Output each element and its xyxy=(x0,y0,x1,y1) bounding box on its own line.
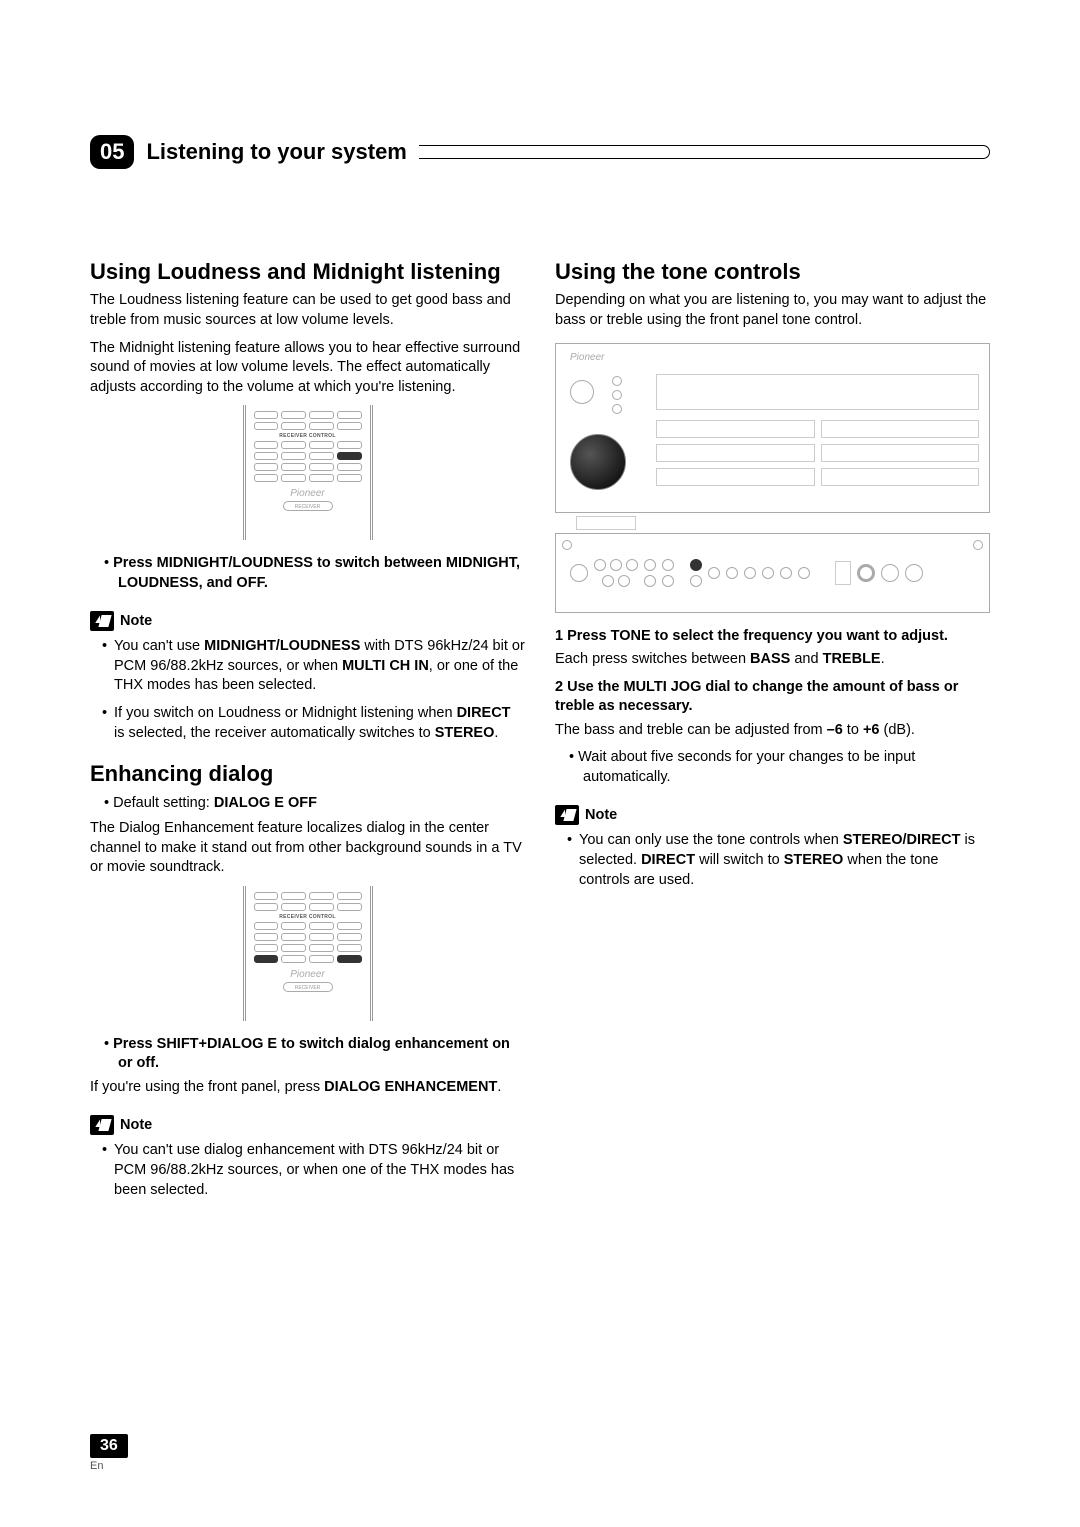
indicator-lights-icon xyxy=(612,376,622,418)
front-panel-diagram-top: Pioneer xyxy=(555,343,990,513)
body-text: The bass and treble can be adjusted from… xyxy=(555,721,990,741)
note-title: Note xyxy=(120,613,152,629)
note-item: You can't use dialog enhancement with DT… xyxy=(102,1141,525,1200)
note-list: You can only use the tone controls when … xyxy=(555,831,990,890)
shift-button-icon xyxy=(254,955,279,963)
dialog-e-button-icon xyxy=(337,955,362,963)
brand-logo: Pioneer xyxy=(254,488,362,499)
note-item: You can only use the tone controls when … xyxy=(567,831,990,890)
page-number: 36 xyxy=(90,1434,128,1458)
note-header: Note xyxy=(555,805,990,825)
body-text: If you're using the front panel, press D… xyxy=(90,1078,525,1098)
chapter-number: 05 xyxy=(90,135,134,169)
note-icon xyxy=(90,1115,114,1135)
section-heading-tone: Using the tone controls xyxy=(555,259,990,285)
note-title: Note xyxy=(120,1117,152,1133)
power-knob-icon xyxy=(570,380,594,404)
multi-jog-dial-icon xyxy=(570,434,626,490)
step-heading: 2 Use the MULTI JOG dial to change the a… xyxy=(555,678,990,717)
section-heading-loudness: Using Loudness and Midnight listening xyxy=(90,259,525,285)
screw-icon xyxy=(973,540,983,550)
tone-button-icon xyxy=(690,559,702,571)
note-title: Note xyxy=(585,807,617,823)
note-list: You can't use dialog enhancement with DT… xyxy=(90,1141,525,1200)
jack-panel-icon xyxy=(835,561,851,585)
right-column: Using the tone controls Depending on wha… xyxy=(555,259,990,1208)
section-heading-dialog: Enhancing dialog xyxy=(90,761,525,787)
step-heading: 1 Press TONE to select the frequency you… xyxy=(555,627,990,647)
body-text: The Loudness listening feature can be us… xyxy=(90,291,525,330)
remote-diagram-dialog: RECEIVER CONTROL Pioneer RECEIVER xyxy=(243,886,373,1021)
chapter-title: Listening to your system xyxy=(146,139,406,165)
note-icon xyxy=(90,611,114,631)
page-language: En xyxy=(90,1460,128,1472)
receiver-button-icon: RECEIVER xyxy=(283,982,333,992)
note-item: If you switch on Loudness or Midnight li… xyxy=(102,704,525,743)
sub-bullet: Wait about five seconds for your changes… xyxy=(555,748,990,787)
default-setting-line: Default setting: DIALOG E OFF xyxy=(90,794,525,814)
chapter-rule xyxy=(419,145,990,159)
note-header: Note xyxy=(90,1115,525,1135)
instruction-bullet: Press MIDNIGHT/LOUDNESS to switch betwee… xyxy=(90,554,525,593)
instruction-bullet: Press SHIFT+DIALOG E to switch dialog en… xyxy=(90,1035,525,1074)
body-text: The Midnight listening feature allows yo… xyxy=(90,339,525,398)
remote-section-label: RECEIVER CONTROL xyxy=(254,433,362,439)
body-text: Each press switches between BASS and TRE… xyxy=(555,650,990,670)
screw-icon xyxy=(562,540,572,550)
midnight-loudness-button-icon xyxy=(337,452,362,460)
chapter-header: 05 Listening to your system xyxy=(90,135,990,169)
note-header: Note xyxy=(90,611,525,631)
display-panel-icon xyxy=(656,374,979,410)
panel-flap-icon xyxy=(576,516,636,530)
remote-diagram-midnight: RECEIVER CONTROL Pioneer RECEIVER xyxy=(243,405,373,540)
note-item: You can't use MIDNIGHT/LOUDNESS with DTS… xyxy=(102,637,525,696)
receiver-button-icon: RECEIVER xyxy=(283,501,333,511)
left-column: Using Loudness and Midnight listening Th… xyxy=(90,259,525,1208)
page-footer: 36 En xyxy=(90,1434,128,1472)
brand-logo: Pioneer xyxy=(570,352,604,363)
body-text: Depending on what you are listening to, … xyxy=(555,291,990,330)
remote-section-label: RECEIVER CONTROL xyxy=(254,914,362,920)
front-panel-diagram-bottom xyxy=(555,533,990,613)
note-icon xyxy=(555,805,579,825)
body-text: The Dialog Enhancement feature localizes… xyxy=(90,819,525,878)
brand-logo: Pioneer xyxy=(254,969,362,980)
note-list: You can't use MIDNIGHT/LOUDNESS with DTS… xyxy=(90,637,525,743)
